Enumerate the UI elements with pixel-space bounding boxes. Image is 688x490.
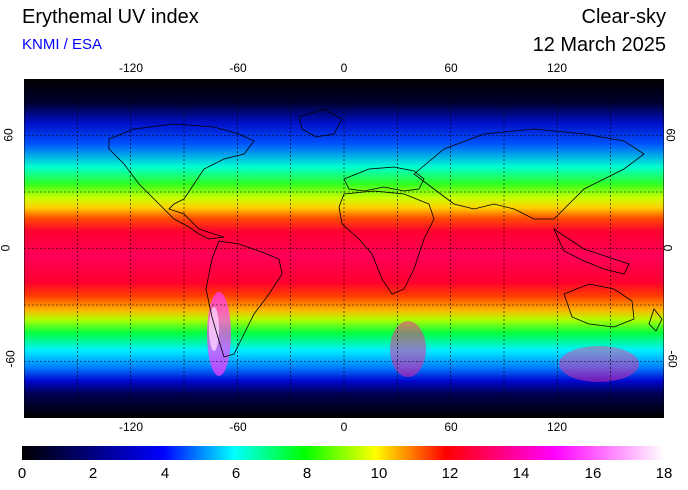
colorbar-tick-12: 12: [441, 465, 459, 482]
left-lat-label-0: 0: [0, 245, 12, 252]
bottom-lon-label-0: 0: [340, 420, 348, 434]
map-title: Erythemal UV index: [22, 6, 199, 28]
uv-index-map: [24, 79, 664, 418]
uv-colorbar: [22, 446, 664, 460]
right-lat-label-m60: -60: [665, 350, 680, 368]
colorbar-tick-2: 2: [88, 465, 98, 482]
colorbar-tick-8: 8: [302, 465, 312, 482]
colorbar-tick-18: 18: [655, 465, 673, 482]
australia-uv-hotspot: [559, 346, 639, 382]
top-lon-label-0: 0: [340, 61, 348, 75]
colorbar-tick-10: 10: [370, 465, 388, 482]
bottom-lon-label-120: 120: [546, 420, 568, 434]
southern-africa-uv-hotspot: [390, 321, 426, 377]
top-lon-label-m60: -60: [229, 61, 247, 75]
left-lat-label-m60: -60: [3, 350, 18, 368]
top-lon-label-120: 120: [546, 61, 568, 75]
map-date: 12 March 2025: [532, 34, 666, 56]
colorbar-tick-4: 4: [160, 465, 170, 482]
top-lon-label-60: 60: [444, 61, 458, 75]
colorbar-tick-14: 14: [512, 465, 530, 482]
bottom-lon-label-m120: -120: [118, 420, 144, 434]
right-lat-label-60: 60: [663, 128, 678, 142]
graticule: [24, 79, 664, 418]
colorbar-tick-0: 0: [17, 465, 27, 482]
colorbar-gradient: [22, 446, 664, 460]
colorbar-tick-16: 16: [584, 465, 602, 482]
colorbar-tick-6: 6: [231, 465, 241, 482]
bottom-lon-label-m60: -60: [229, 420, 247, 434]
left-lat-label-60: 60: [1, 128, 16, 142]
data-credit: KNMI / ESA: [22, 36, 103, 53]
product-type: Clear-sky: [581, 6, 666, 28]
top-lon-label-m120: -120: [118, 61, 144, 75]
coastlines: [108, 108, 663, 358]
andes-uv-peak: [209, 307, 219, 351]
bottom-lon-label-60: 60: [444, 420, 458, 434]
